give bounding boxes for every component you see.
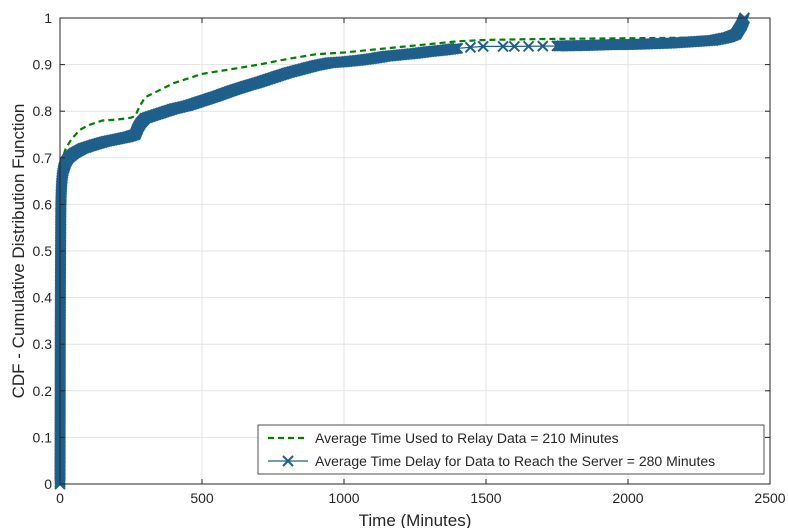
x-tick-label: 0: [56, 490, 64, 506]
x-tick-label: 1500: [470, 490, 501, 506]
legend-marker-delay: [282, 455, 294, 467]
x-tick-label: 2500: [754, 490, 785, 506]
legend: Average Time Used to Relay Data = 210 Mi…: [257, 424, 765, 475]
y-tick-label: 0: [44, 476, 52, 492]
data-point-delay: [477, 40, 489, 53]
y-tick-label: 0.1: [33, 429, 53, 445]
y-tick-label: 0.5: [33, 243, 53, 259]
y-tick-label: 0.4: [33, 290, 53, 306]
data-point-delay: [508, 40, 521, 53]
x-tick-label: 1000: [328, 490, 359, 506]
data-point-delay: [522, 40, 535, 52]
y-tick-label: 0.2: [33, 383, 53, 399]
grid-lines: [60, 18, 770, 484]
x-tick-label: 500: [190, 490, 214, 506]
data-point-delay: [451, 42, 464, 54]
axis-ticks: 0 500 1000 1500 2000 2500 0 0.1 0.2 0.3 0.4 0.5 0.6 0…: [33, 10, 786, 506]
data-point-delay: [537, 40, 549, 52]
legend-label-delay: Average Time Delay for Data to Reach the…: [315, 453, 715, 469]
y-tick-label: 1: [44, 10, 52, 26]
legend-box: [257, 424, 765, 475]
x-tick-label: 2000: [612, 490, 643, 506]
data-point-delay: [497, 40, 509, 53]
y-tick-label: 0.9: [33, 57, 53, 73]
y-tick-label: 0.6: [33, 196, 53, 212]
legend-label-relay: Average Time Used to Relay Data = 210 Mi…: [315, 430, 619, 446]
y-tick-label: 0.3: [33, 336, 53, 352]
data-point-delay: [464, 41, 477, 54]
series-line-relay: [58, 17, 746, 485]
y-tick-label: 0.7: [33, 150, 53, 166]
y-tick-label: 0.8: [33, 103, 53, 119]
x-axis-title: Time (Minutes): [359, 511, 472, 528]
y-axis-title: CDF - Cumulative Distribution Function: [9, 104, 28, 399]
